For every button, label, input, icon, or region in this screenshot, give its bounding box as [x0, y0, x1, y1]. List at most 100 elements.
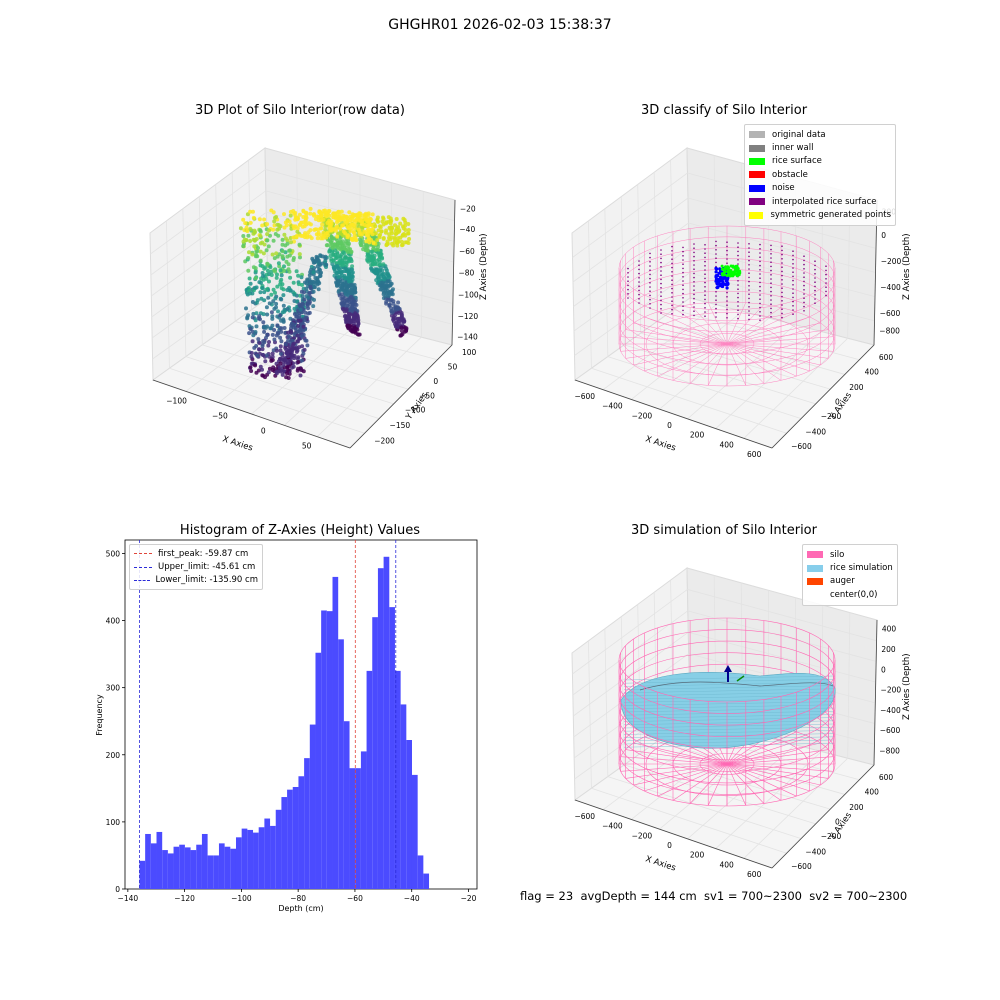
p1-point	[278, 361, 283, 366]
p2-interp-point	[748, 247, 750, 249]
p1-point	[315, 236, 320, 241]
p2-interp-point	[649, 282, 651, 284]
p3-hist-bar	[281, 797, 288, 889]
p1-point	[397, 229, 402, 234]
p1-point	[352, 234, 357, 238]
p1-point	[253, 276, 258, 281]
p1-point	[275, 272, 279, 277]
p2-interp-point	[814, 268, 816, 271]
p2-interp-point	[770, 290, 772, 293]
p1-point	[402, 319, 407, 324]
p2-interp-point	[660, 303, 662, 306]
p1-point	[273, 269, 278, 274]
p2-x-tick: 200	[690, 431, 705, 440]
p4-x-tick: 400	[719, 861, 734, 870]
p1-point	[308, 279, 313, 284]
p1-point	[288, 213, 293, 218]
p3-hist-bar	[406, 740, 412, 889]
p1-point	[294, 349, 299, 354]
silo-floor-ring	[645, 312, 809, 376]
p2-interp-point	[781, 274, 783, 277]
p2-interp-point	[682, 284, 684, 287]
p1-point	[252, 238, 257, 243]
p2-x-tick: −600	[574, 392, 595, 401]
silo-floor-ring	[699, 333, 755, 355]
p2-interp-point	[814, 302, 816, 305]
p1-point	[279, 273, 284, 278]
p3-hist-bar	[179, 844, 185, 889]
p1-point	[290, 338, 294, 343]
p2-interp-point	[627, 276, 629, 278]
p1-point	[373, 224, 378, 229]
p1-point	[317, 262, 322, 266]
p4-x-tick: 0	[667, 841, 672, 850]
p1-point	[343, 283, 348, 288]
p4-z-tick: −200	[881, 686, 902, 695]
p4-auger-arrowhead	[724, 665, 732, 672]
p2-interp-point	[781, 270, 783, 273]
p2-interp-point	[825, 282, 827, 284]
p1-point	[299, 220, 304, 225]
p2-interp-point	[737, 288, 739, 291]
figure-title: GHGHR01 2026-02-03 15:38:37	[388, 17, 612, 33]
p2-interp-point	[704, 277, 706, 280]
p1-point	[246, 256, 251, 260]
p2-interp-point	[748, 297, 750, 300]
p2-noise-point	[715, 274, 719, 278]
p1-point	[319, 226, 324, 231]
p2-interp-point	[803, 310, 805, 312]
p1-point	[346, 226, 351, 231]
p1-point	[333, 215, 338, 220]
panel1-title: 3D Plot of Silo Interior(row data)	[195, 103, 405, 118]
p2-interp-point	[649, 256, 651, 259]
p3-hist-bar	[394, 670, 401, 890]
p2-interp-point	[704, 269, 706, 271]
p3-x-tick: −120	[174, 894, 195, 903]
p1-point	[301, 369, 306, 374]
p4-y-tick: 400	[865, 788, 880, 797]
p3-hist-bar	[167, 853, 174, 889]
p1-point	[299, 275, 304, 280]
p1-point	[398, 235, 403, 240]
p2-interp-point	[759, 306, 761, 309]
p1-point	[249, 369, 254, 373]
p1-point	[399, 239, 404, 244]
p2-x-tick: 600	[747, 450, 762, 459]
p2-interp-point	[759, 277, 761, 280]
p2-interp-point	[715, 261, 717, 264]
p1-point	[248, 291, 252, 296]
p2-interp-point	[748, 285, 750, 287]
p1-point	[356, 332, 361, 337]
p2-interp-point	[792, 258, 794, 261]
p2-interp-point	[792, 263, 794, 265]
p1-point	[304, 281, 309, 286]
p1-point	[282, 309, 287, 314]
p2-interp-point	[704, 294, 706, 297]
legend-label: first_peak: -59.87 cm	[158, 548, 249, 559]
p1-point	[307, 291, 312, 296]
p2-interp-point	[803, 263, 805, 266]
p2-interp-point	[726, 258, 728, 260]
p2-x-tick: −400	[602, 401, 623, 410]
p1-point	[302, 347, 307, 352]
p1-point	[336, 289, 341, 294]
p2-interp-point	[693, 285, 695, 287]
p1-point	[279, 357, 284, 362]
p1-point	[272, 219, 277, 224]
legend-swatch	[749, 211, 764, 219]
p2-interp-point	[814, 298, 816, 300]
p4-y-tick: 0	[835, 818, 840, 827]
p4-x-tick: 200	[690, 851, 705, 860]
p2-rice-point	[737, 272, 741, 276]
p1-point	[283, 330, 288, 335]
p1-point	[367, 222, 372, 227]
p2-interp-point	[803, 297, 805, 300]
p1-point	[253, 318, 258, 323]
p2-x-label: X Axies	[644, 434, 677, 453]
p1-point	[278, 335, 283, 340]
p2-interp-point	[682, 246, 684, 249]
p2-interp-point	[781, 308, 783, 311]
panel2-3d-axes: X Axies Y Axies Z Axies (Depth)	[571, 147, 912, 454]
p1-point	[351, 230, 356, 234]
p1-point	[373, 231, 378, 236]
